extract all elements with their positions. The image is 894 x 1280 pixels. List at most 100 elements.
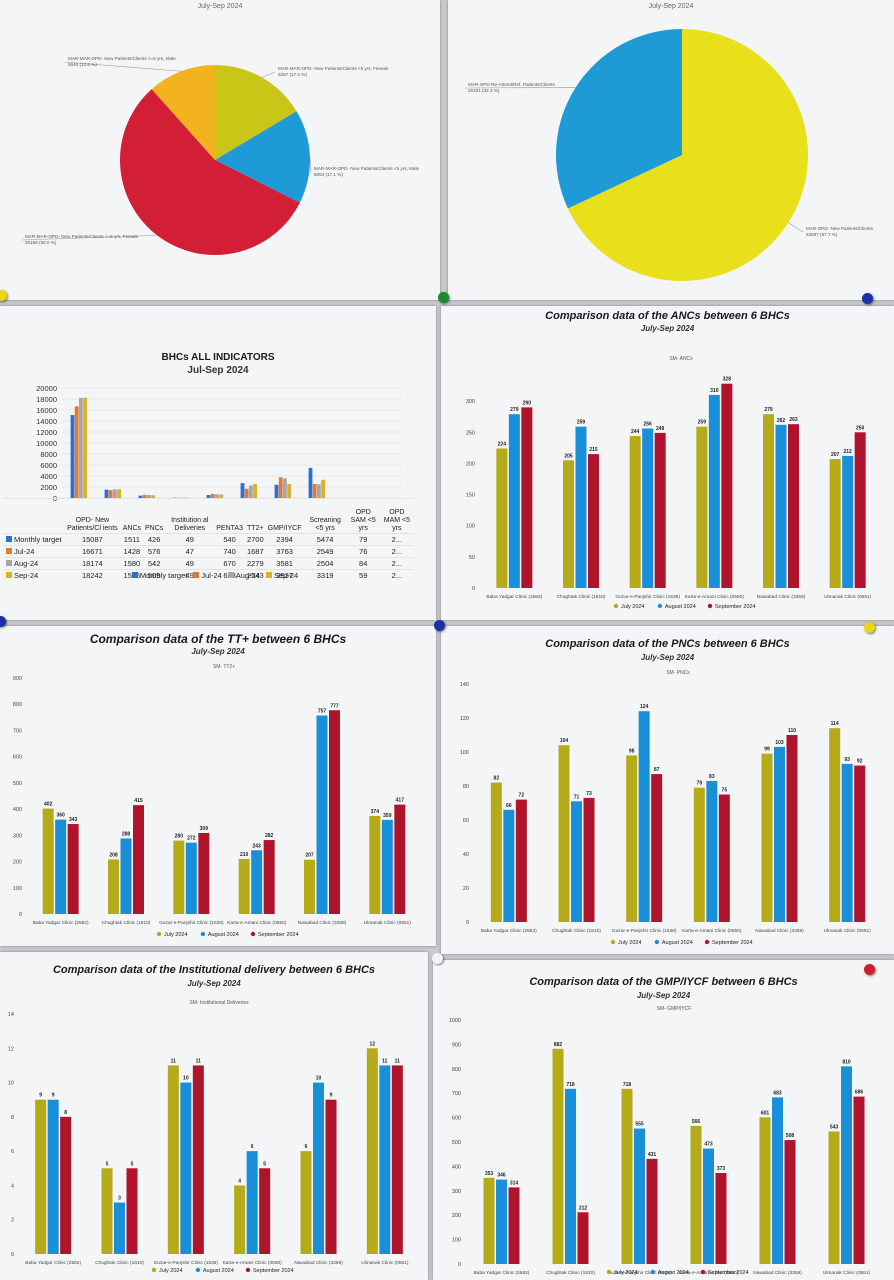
y-tick-label: 14000	[36, 417, 57, 426]
bar-value-label: 205	[564, 453, 573, 459]
table-cell: 2...	[379, 569, 414, 581]
bar	[571, 801, 582, 922]
series-name: Aug-24	[14, 559, 39, 568]
y-tick-label: 80	[463, 784, 469, 790]
pie-leader-line	[788, 222, 804, 233]
table-cell: 1687	[244, 545, 266, 558]
x-category-label: Chughtak Clinic (1810)	[546, 1270, 595, 1276]
x-category-label: Ulmanak Clinic (0551)	[824, 928, 872, 934]
legend-label: September 2024	[712, 940, 753, 946]
bar	[490, 782, 502, 922]
bar-value-label: 280	[175, 834, 184, 840]
bar	[621, 1088, 633, 1264]
legend-label: July 2024	[159, 1268, 183, 1274]
table-cell: 49	[165, 557, 215, 570]
bar	[67, 824, 79, 914]
pie-leader-line	[21, 235, 158, 241]
table-cell: 2279	[244, 557, 266, 570]
pie-slice-label: MAR-MAR-OPD- New Patients/Clients <5 yrs…	[278, 66, 389, 71]
indicator-bar	[206, 495, 211, 498]
indicator-bar	[283, 478, 287, 498]
table-cell: 49	[165, 569, 215, 581]
bar	[638, 711, 650, 922]
y-tick-label: 200	[466, 461, 475, 467]
bar-value-label: 402	[44, 802, 53, 808]
table-cell: 18174	[64, 557, 121, 570]
bar	[646, 1158, 658, 1264]
bar-value-label: 249	[656, 426, 665, 432]
bar	[706, 780, 718, 922]
pushpin-yellow-right	[864, 622, 875, 633]
bar	[234, 1185, 246, 1254]
pie-slice	[567, 29, 808, 281]
legend-marker	[195, 1267, 201, 1273]
bar-value-label: 73	[586, 791, 592, 797]
bar	[854, 432, 866, 588]
y-tick-label: 500	[13, 781, 22, 787]
legend-marker	[654, 939, 660, 945]
bar-value-label: 415	[134, 798, 143, 804]
bar-value-label: 83	[709, 774, 715, 780]
bar	[854, 765, 866, 922]
legend-label: September 2024	[258, 932, 299, 938]
legend-marker	[200, 931, 206, 937]
indicator-bar	[172, 497, 177, 499]
bar	[721, 383, 733, 588]
bar	[651, 774, 663, 922]
legend-marker	[657, 603, 663, 609]
indicator-bar	[113, 489, 117, 498]
x-category-label: Baba Yadgar Clinic (2582)	[25, 1260, 81, 1266]
legend-marker	[707, 603, 713, 609]
bar	[42, 808, 54, 914]
indicator-bar	[219, 494, 223, 498]
bar-value-label: 99	[764, 747, 770, 753]
series-name: Monthly target	[14, 535, 62, 544]
y-tick-label: 100	[466, 524, 475, 530]
y-tick-label: 40	[463, 852, 469, 858]
ancs-subtitle: July-Sep 2024	[640, 324, 695, 333]
x-category-label: Chughtak Clinic (1810)	[552, 928, 601, 934]
indicator-bar	[142, 494, 147, 498]
y-tick-label: 400	[13, 807, 22, 813]
indicator-bar	[151, 495, 155, 498]
x-category-label: Guzar-e-Panjshir Clinic (1538)	[154, 1260, 219, 1266]
y-tick-label: 900	[13, 676, 22, 682]
bar-value-label: 508	[786, 1133, 795, 1139]
bar-value-label: 9	[52, 1093, 55, 1099]
bar-value-label: 207	[831, 452, 840, 458]
bar-value-label: 72	[519, 793, 525, 799]
bar	[198, 832, 210, 914]
bar	[496, 448, 508, 588]
table-cell: 2394	[265, 533, 304, 546]
pie-slice-label: MAR-OPD-Re-Attend/Ref. Patients/Clients	[468, 82, 556, 87]
bar	[575, 426, 587, 588]
indicator-bar	[253, 484, 257, 498]
bar-value-label: 215	[589, 447, 598, 453]
bar	[558, 745, 570, 922]
indicators-chart: 20000 18000 16000 14000 12000 10000 8000 6000 40…	[36, 384, 402, 503]
y-tick-label: 50	[469, 555, 475, 561]
y-tick-label: 250	[466, 430, 475, 436]
pie-leader-line	[464, 87, 576, 89]
x-category-label: Ulmanak Clinic (0551)	[824, 594, 872, 600]
y-tick-label: 600	[13, 755, 22, 761]
table-cell: 540	[214, 533, 245, 546]
y-tick-label: 300	[13, 833, 22, 839]
bar-value-label: 417	[396, 798, 405, 804]
x-category-label: Karta-e-Amani Clinic (0550)	[223, 1260, 283, 1266]
bar-value-label: 543	[830, 1125, 839, 1131]
x-category-label: Baba Yadgar Clinic (2582)	[33, 920, 89, 926]
bar-value-label: 882	[554, 1042, 563, 1048]
indicator-bar	[185, 497, 189, 499]
legend-label: July 2024	[618, 940, 642, 946]
y-tick-label: 60	[463, 818, 469, 824]
chart-inner-label: SM- GMP/IYCF	[657, 1006, 692, 1012]
table-cell: 670	[214, 557, 245, 570]
bar-value-label: 92	[857, 759, 863, 765]
bar-value-label: 250	[856, 425, 865, 431]
x-category-label: Ulmanak Clinic (0551)	[823, 1270, 871, 1276]
y-tick-label: 8	[11, 1115, 14, 1121]
legend-label: Sep-24	[273, 571, 299, 580]
bar-value-label: 309	[200, 826, 209, 832]
bar	[508, 1187, 520, 1264]
